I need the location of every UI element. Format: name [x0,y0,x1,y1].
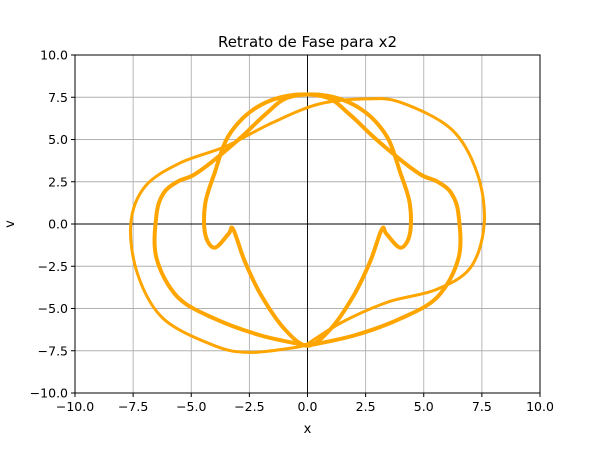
y-ticks: −10.0 −7.5 −5.0 −2.5 0.0 2.5 5.0 7.5 10.0 [30,48,75,401]
y-tick-label-5: 2.5 [48,174,68,189]
y-tick-label-7: 7.5 [48,90,68,105]
x-tick-label-3: −2.5 [234,399,264,414]
y-axis-label: v [3,220,18,228]
x-tick-label-4: 0.0 [298,399,318,414]
x-tick-label-1: −7.5 [118,399,148,414]
x-tick-label-6: 5.0 [414,399,434,414]
curve-outer-lobes [129,97,486,354]
x-ticks: −10.0 −7.5 −5.0 −2.5 0.0 2.5 5.0 7.5 10.0 [56,393,554,414]
phase-curves [129,92,486,354]
y-tick-label-4: 0.0 [48,217,68,232]
chart-title: Retrato de Fase para x2 [218,33,397,51]
y-tick-label-1: −7.5 [38,343,68,358]
y-tick-label-3: −2.5 [38,259,68,274]
y-tick-label-6: 5.0 [48,132,68,147]
x-axis-label: x [304,422,312,437]
x-tick-label-7: 7.5 [472,399,492,414]
x-tick-label-2: −5.0 [176,399,206,414]
x-tick-label-0: −10.0 [56,399,94,414]
y-tick-label-2: −5.0 [38,301,68,316]
curve-inner-lobes [152,92,463,348]
x-tick-label-5: 2.5 [356,399,376,414]
y-tick-label-0: −10.0 [30,386,68,401]
y-tick-label-8: 10.0 [40,48,68,63]
zero-axis-lines [75,55,540,393]
x-tick-label-8: 10.0 [526,399,554,414]
